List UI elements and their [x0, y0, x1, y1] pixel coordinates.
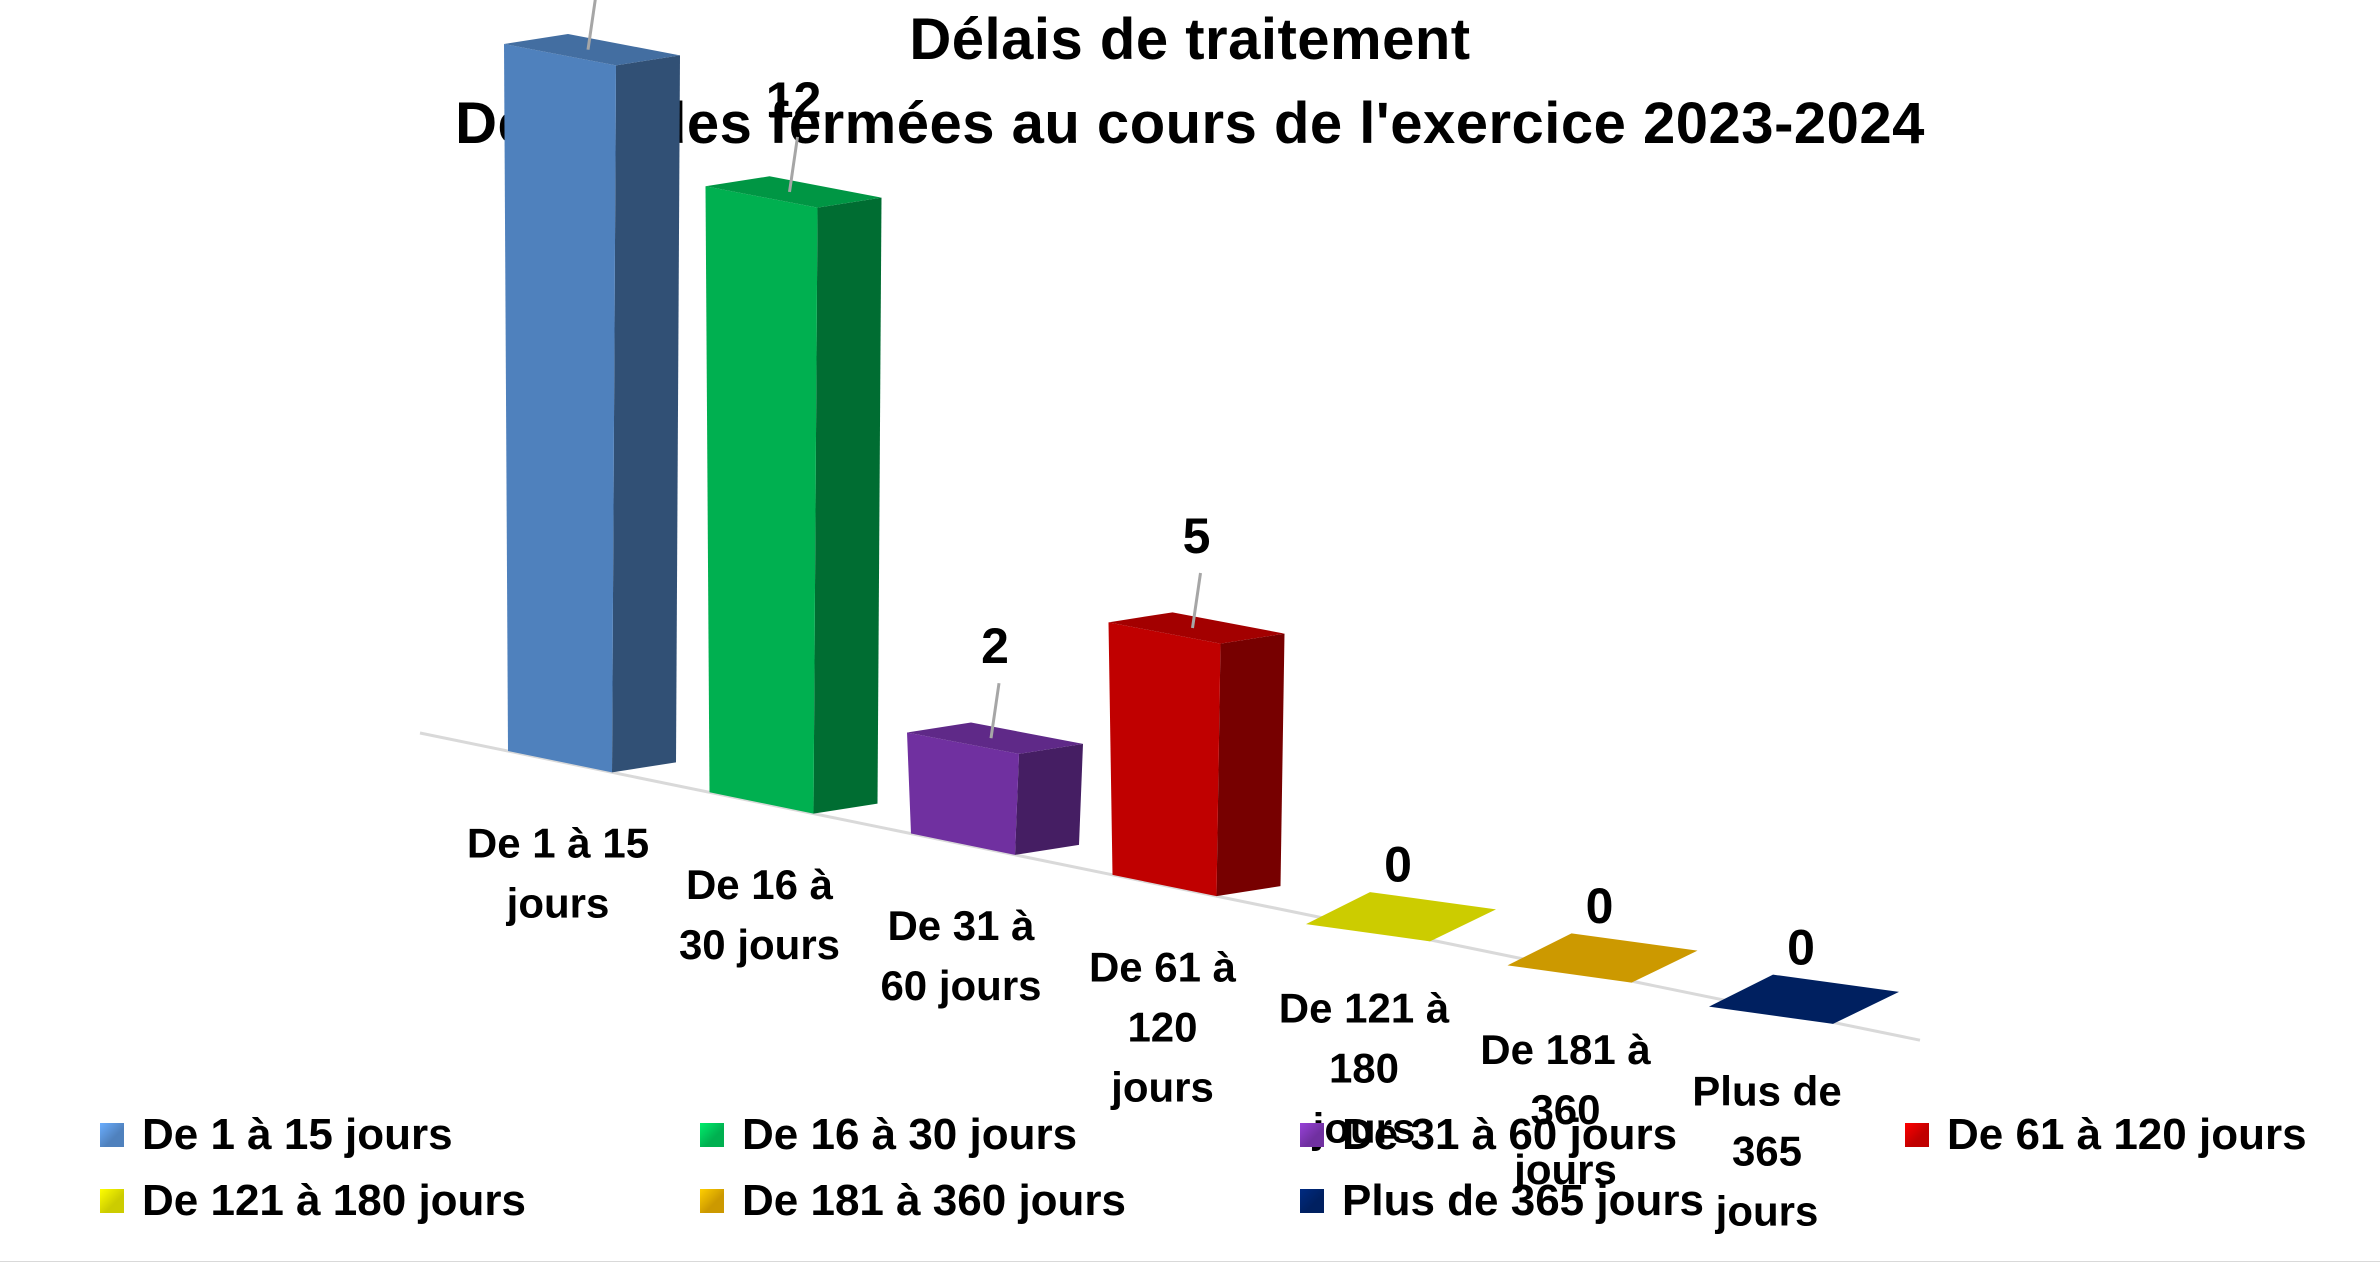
bar: [504, 44, 616, 773]
bar: [1306, 892, 1496, 942]
legend-item: De 181 à 360 jours: [700, 1176, 1126, 1226]
category-label: 30 jours: [679, 921, 840, 968]
chart-subtitle: Demandes fermées au cours de l'exercice …: [455, 91, 1925, 156]
bar: [705, 186, 818, 814]
category-label: De 1 à 15: [467, 820, 649, 867]
category-label: jours: [1715, 1187, 1819, 1234]
leader-line: [788, 136, 799, 193]
category-label: jours: [506, 880, 610, 927]
data-label: 2: [981, 618, 1009, 674]
category-label: De 121 à: [1279, 985, 1450, 1032]
legend-swatch: [700, 1189, 724, 1213]
chart-title: Délais de traitement: [909, 7, 1471, 72]
legend: De 1 à 15 jours De 16 à 30 jours De 31 à 6…: [0, 1110, 2380, 1260]
data-label: 0: [1586, 878, 1614, 934]
bar: [907, 732, 1019, 855]
legend-item: Plus de 365 jours: [1300, 1176, 1704, 1226]
legend-label: De 31 à 60 jours: [1342, 1110, 1678, 1159]
legend-label: De 16 à 30 jours: [742, 1110, 1078, 1159]
legend-label: De 181 à 360 jours: [742, 1176, 1127, 1225]
bar: [1709, 974, 1899, 1024]
category-label: De 31 à: [887, 902, 1035, 949]
leader-line: [586, 0, 597, 50]
category-label: De 181 à: [1480, 1026, 1651, 1073]
category-label: jours: [1513, 1146, 1617, 1193]
category-label: jours: [1312, 1105, 1416, 1152]
category-label: De 16 à: [686, 861, 834, 908]
legend-label: De 61 à 120 jours: [1947, 1110, 2307, 1159]
leader-line: [989, 682, 1001, 739]
data-label: 0: [1384, 837, 1412, 893]
legend-swatch: [1300, 1189, 1324, 1213]
category-label: 60 jours: [880, 962, 1041, 1009]
legend-swatch: [100, 1123, 124, 1147]
legend-label: De 121 à 180 jours: [142, 1176, 527, 1225]
legend-swatch: [700, 1123, 724, 1147]
legend-swatch: [100, 1189, 124, 1213]
legend-item: De 31 à 60 jours: [1300, 1110, 1677, 1160]
bar: [1507, 933, 1698, 983]
data-label: 0: [1787, 919, 1815, 975]
legend-label: Plus de 365 jours: [1342, 1176, 1704, 1225]
bar-side: [1216, 633, 1285, 897]
legend-swatch: [1300, 1123, 1324, 1147]
bar-side: [612, 55, 680, 773]
bar-top: [504, 34, 680, 66]
category-label: De 61 à: [1089, 943, 1237, 990]
bar-top: [907, 722, 1083, 754]
bar-top: [705, 176, 882, 208]
category-label: 180: [1329, 1045, 1399, 1092]
bar-side: [1015, 743, 1083, 855]
category-label: Plus de: [1692, 1067, 1841, 1114]
legend-item: De 16 à 30 jours: [700, 1110, 1077, 1160]
legend-item: De 121 à 180 jours: [100, 1176, 526, 1226]
bar-side: [813, 197, 882, 814]
category-label: jours: [1110, 1063, 1214, 1110]
bar-top: [1108, 612, 1285, 644]
data-label: 5: [1183, 508, 1211, 564]
category-label: 360: [1530, 1086, 1600, 1133]
legend-swatch: [1905, 1123, 1929, 1147]
bottom-divider: [0, 1261, 2380, 1262]
bar: [1108, 622, 1221, 897]
leader-line: [1191, 572, 1202, 629]
legend-item: De 1 à 15 jours: [100, 1110, 453, 1160]
legend-label: De 1 à 15 jours: [142, 1110, 453, 1159]
legend-item: De 61 à 120 jours: [1905, 1110, 2307, 1160]
category-label: 365: [1732, 1127, 1802, 1174]
category-label: 120: [1127, 1003, 1197, 1050]
data-label: 12: [766, 72, 822, 128]
